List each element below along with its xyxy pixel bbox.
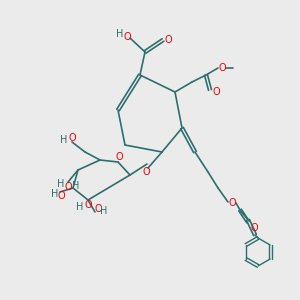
Text: H: H [116, 29, 124, 39]
Text: O: O [84, 200, 92, 210]
Text: O: O [218, 63, 226, 73]
Text: H: H [57, 179, 65, 189]
Text: H: H [100, 206, 108, 216]
Text: O: O [115, 152, 123, 162]
Text: O: O [94, 204, 102, 214]
Text: O: O [142, 167, 150, 177]
Text: O: O [68, 133, 76, 143]
Text: O: O [250, 223, 258, 233]
Text: H: H [76, 202, 84, 212]
Text: O: O [164, 35, 172, 45]
Text: H: H [60, 135, 68, 145]
Text: O: O [64, 182, 72, 192]
Text: H: H [51, 189, 59, 199]
Text: O: O [57, 191, 65, 201]
Text: O: O [123, 32, 131, 42]
Text: H: H [72, 181, 80, 191]
Text: O: O [228, 198, 236, 208]
Text: O: O [212, 87, 220, 97]
